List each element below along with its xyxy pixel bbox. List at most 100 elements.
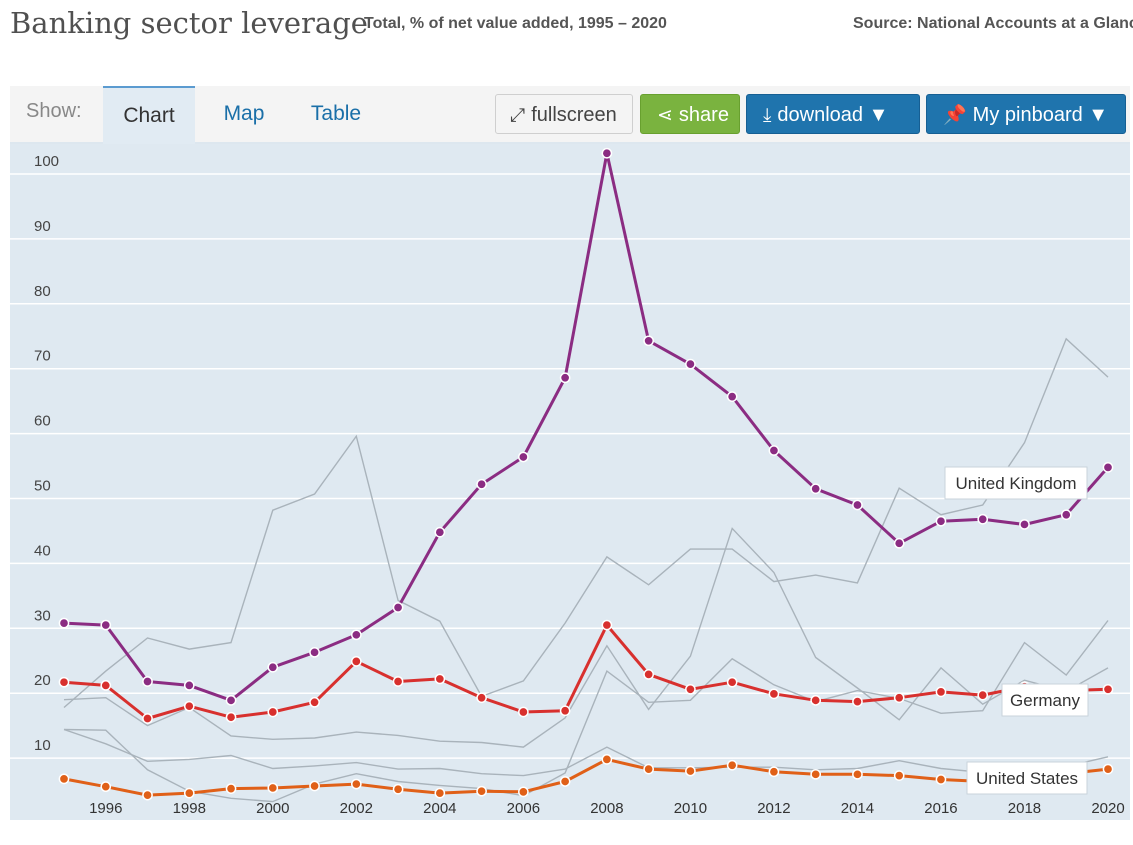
point-united-kingdom-2015 xyxy=(893,537,905,549)
show-label: Show: xyxy=(26,100,82,122)
y-tick-label-40: 40 xyxy=(34,542,51,559)
point-united-states-1997 xyxy=(142,789,153,801)
pinboard-button[interactable]: 📌 My pinboard ▼ xyxy=(926,94,1126,134)
x-tick-label-2018: 2018 xyxy=(1008,800,1041,817)
point-germany-2003 xyxy=(392,676,404,687)
y-tick-label-50: 50 xyxy=(34,478,51,495)
share-icon: ⋖ xyxy=(657,105,673,126)
share-label: share xyxy=(678,104,729,126)
point-germany-2002 xyxy=(350,656,362,667)
point-united-states-2014 xyxy=(852,768,863,780)
point-united-states-2001 xyxy=(309,780,320,792)
point-united-kingdom-2006 xyxy=(518,451,529,463)
point-united-states-1999 xyxy=(225,783,237,794)
fullscreen-label: fullscreen xyxy=(531,104,617,126)
tab-table[interactable]: Table xyxy=(310,102,362,125)
background-series-line-4 xyxy=(63,527,1109,748)
point-germany-2001 xyxy=(309,696,320,708)
tab-chart[interactable]: Chart xyxy=(103,86,195,144)
point-germany-2006 xyxy=(518,706,529,718)
point-united-states-2009 xyxy=(643,763,654,775)
end-label-united-states: United States xyxy=(976,769,1078,788)
point-united-kingdom-2016 xyxy=(935,515,947,527)
point-united-states-2020 xyxy=(1102,763,1114,775)
point-united-kingdom-1997 xyxy=(142,676,153,687)
point-united-kingdom-2002 xyxy=(350,629,362,641)
download-label: download ▼ xyxy=(777,104,889,126)
end-label-united-kingdom: United Kingdom xyxy=(956,474,1077,493)
point-germany-2011 xyxy=(726,676,738,688)
point-united-kingdom-1999 xyxy=(225,694,237,706)
x-tick-label-2006: 2006 xyxy=(507,800,540,817)
point-united-kingdom-2017 xyxy=(977,513,989,525)
background-series-line-3 xyxy=(63,620,1109,803)
toolbar: Show: Chart Map Table ⤢ fullscreen ⋖ share… xyxy=(10,86,1130,144)
point-united-states-2015 xyxy=(893,770,905,781)
point-united-states-2011 xyxy=(726,759,738,771)
point-united-kingdom-1996 xyxy=(100,619,112,631)
y-tick-label-20: 20 xyxy=(34,672,51,689)
y-tick-label-60: 60 xyxy=(34,413,51,430)
point-united-states-2003 xyxy=(392,783,404,795)
point-united-states-2004 xyxy=(434,787,446,799)
download-button[interactable]: ⤓ download ▼ xyxy=(746,94,920,134)
series-line-united-states xyxy=(63,757,1109,797)
point-united-states-2007 xyxy=(559,776,571,787)
chart-plot-area: 10 20 30 40 50 60 70 80 90 100 1996 1998 2000 2002 200… xyxy=(10,144,1130,820)
y-tick-label-10: 10 xyxy=(34,737,51,754)
point-germany-2016 xyxy=(935,686,947,698)
x-tick-label-1998: 1998 xyxy=(173,800,206,817)
point-united-kingdom-2000 xyxy=(267,661,279,673)
point-germany-2007 xyxy=(559,705,571,717)
tab-map[interactable]: Map xyxy=(223,102,265,125)
point-united-kingdom-2004 xyxy=(434,526,446,538)
x-tick-label-1996: 1996 xyxy=(89,800,122,817)
y-tick-label-80: 80 xyxy=(34,283,51,300)
point-germany-1996 xyxy=(100,680,112,691)
download-icon: ⤓ xyxy=(763,105,772,126)
point-united-kingdom-2001 xyxy=(309,646,320,658)
x-tick-label-2008: 2008 xyxy=(590,800,623,817)
point-united-kingdom-2009 xyxy=(643,335,654,347)
chart-title: Banking sector leverage xyxy=(10,6,368,40)
point-united-kingdom-2018 xyxy=(1019,519,1030,530)
end-label-box-united-states xyxy=(966,761,1088,795)
end-label-box-united-kingdom xyxy=(944,466,1088,500)
point-united-states-1998 xyxy=(183,787,195,799)
point-united-states-2008 xyxy=(601,754,613,765)
pin-icon: 📌 xyxy=(943,105,967,126)
chart-header: Banking sector leverage Total, % of net … xyxy=(10,6,1133,46)
point-germany-2000 xyxy=(267,706,279,718)
point-united-kingdom-2020 xyxy=(1102,461,1114,473)
point-united-states-2012 xyxy=(768,766,780,778)
share-button[interactable]: ⋖ share xyxy=(640,94,740,134)
x-tick-label-2000: 2000 xyxy=(256,800,289,817)
point-united-states-2000 xyxy=(267,782,279,794)
fullscreen-button[interactable]: ⤢ fullscreen xyxy=(495,94,633,134)
point-united-states-2013 xyxy=(810,768,822,780)
point-united-kingdom-2013 xyxy=(810,483,822,495)
point-united-kingdom-2011 xyxy=(726,391,738,402)
point-united-states-2005 xyxy=(476,785,487,797)
line-chart: 10 20 30 40 50 60 70 80 90 100 1996 1998 2000 2002 200… xyxy=(10,147,1130,817)
x-tick-label-2016: 2016 xyxy=(924,800,957,817)
point-united-states-2002 xyxy=(350,778,362,790)
chart-subtitle: Total, % of net value added, 1995 – 2020 xyxy=(364,15,667,32)
series-line-united-kingdom xyxy=(63,151,1110,702)
point-united-states-1995 xyxy=(58,773,70,785)
x-tick-label-2010: 2010 xyxy=(674,800,707,817)
point-germany-1999 xyxy=(225,711,237,723)
source-text: Source: National Accounts at a Glanc xyxy=(853,15,1133,32)
point-germany-2008 xyxy=(601,619,613,631)
pinboard-label: My pinboard ▼ xyxy=(972,104,1109,126)
point-germany-1998 xyxy=(183,700,195,712)
point-united-kingdom-2008 xyxy=(601,147,613,159)
point-germany-2004 xyxy=(434,673,446,685)
point-germany-2014 xyxy=(852,696,863,707)
point-united-kingdom-2003 xyxy=(392,602,404,613)
y-tick-label-70: 70 xyxy=(34,348,51,365)
point-united-kingdom-2005 xyxy=(476,478,487,490)
point-germany-2015 xyxy=(893,692,905,704)
point-united-states-2006 xyxy=(518,786,529,798)
y-tick-label-100: 100 xyxy=(34,153,59,170)
